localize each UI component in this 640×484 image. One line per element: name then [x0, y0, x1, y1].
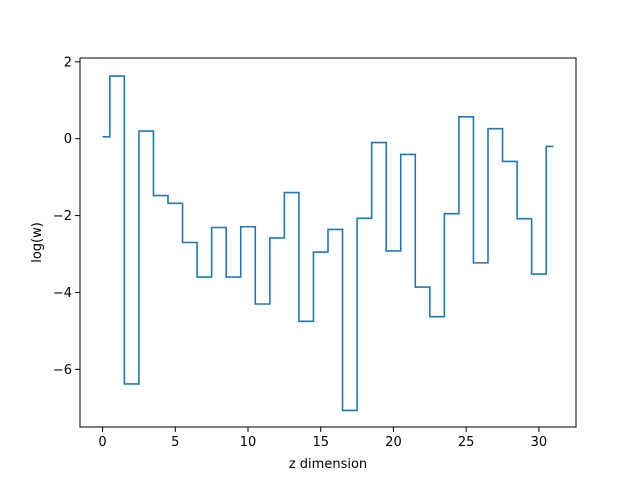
- x-axis-label: z dimension: [289, 457, 367, 472]
- y-tick-label: −4: [53, 286, 72, 301]
- x-tick-label: 5: [171, 435, 179, 450]
- x-tick-label: 20: [385, 435, 402, 450]
- y-tick-label: 0: [64, 132, 72, 147]
- x-tick-label: 10: [240, 435, 257, 450]
- y-tick-label: 2: [64, 55, 72, 70]
- y-axis-ticks: 2 0 −2 −4 −6: [53, 55, 80, 378]
- x-axis-ticks: 0 5 10 15 20 25 30: [98, 427, 547, 450]
- y-axis-label: log(w): [30, 222, 45, 263]
- step-series-line-0: [102, 75, 554, 412]
- x-tick-label: 15: [312, 435, 329, 450]
- y-tick-label: −6: [53, 363, 72, 378]
- x-tick-label: 30: [531, 435, 548, 450]
- axes-frame: [79, 57, 577, 428]
- y-tick-label: −2: [53, 209, 72, 224]
- x-tick-label: 25: [458, 435, 475, 450]
- plot-layer: [102, 75, 554, 412]
- x-tick-label: 0: [98, 435, 106, 450]
